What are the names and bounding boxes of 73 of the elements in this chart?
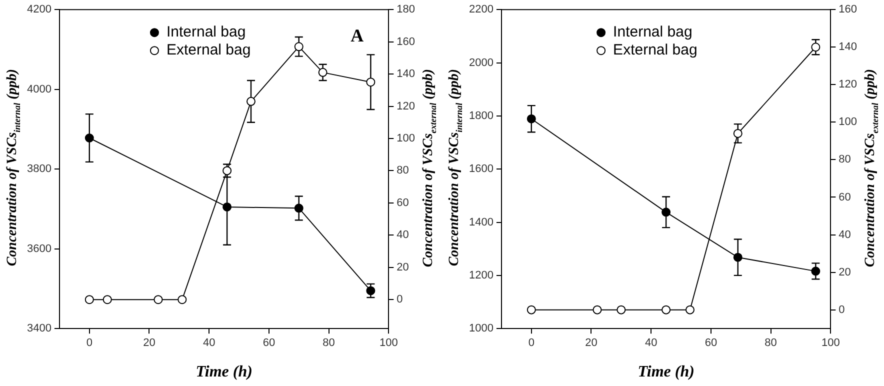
x-tick-label: 100 (821, 337, 840, 350)
y2-tick-label: 80 (838, 154, 851, 166)
point (811, 42, 820, 52)
point (733, 252, 742, 262)
point (318, 68, 328, 77)
y2-tick-label: 0 (838, 304, 845, 316)
x-tick-label: 0 (86, 337, 92, 350)
point (526, 305, 536, 314)
point (686, 305, 694, 314)
x-tick-label: 80 (322, 337, 335, 350)
point (733, 128, 742, 138)
point (102, 295, 112, 304)
x-tick-label: 0 (528, 337, 534, 350)
y-tick-label: 2200 (468, 4, 494, 16)
y-tick-label: 1800 (468, 110, 494, 122)
x-tick-label: 20 (585, 337, 598, 350)
y-tick-label: 4200 (26, 4, 52, 16)
point (592, 305, 602, 314)
point (246, 96, 256, 106)
y-tick-label: 2000 (468, 56, 494, 69)
point (526, 114, 536, 124)
point (84, 134, 94, 142)
x-tick-label: 80 (764, 337, 777, 350)
y2-tick-label: 160 (838, 4, 858, 16)
point (811, 266, 820, 276)
point (84, 295, 94, 304)
point (616, 305, 626, 314)
y2-tick-label: 40 (838, 228, 851, 241)
legend-label: External bag (166, 42, 251, 59)
y2-tick-label: 120 (396, 100, 416, 112)
x-tick-label: 60 (262, 337, 276, 350)
y2-tick-label: 120 (838, 78, 858, 91)
x-tick-label: 40 (202, 337, 216, 350)
y2-tick-label: 160 (396, 36, 416, 48)
y2-tick-label: 60 (396, 196, 409, 209)
y2-tick-label: 100 (838, 116, 858, 128)
annotation: A (350, 25, 364, 46)
point (294, 204, 304, 213)
point (154, 295, 163, 304)
y-tick-label: 1000 (468, 322, 494, 335)
y-tick-label: 1400 (468, 216, 494, 228)
y2-tick-label: 100 (396, 132, 416, 145)
x-tick-label: 100 (379, 337, 398, 350)
point (222, 202, 232, 212)
x-tick-label: 60 (704, 337, 718, 350)
x-tick-label: 40 (644, 337, 658, 350)
x-tick-label: 20 (143, 337, 156, 350)
y2-tick-label: 60 (838, 191, 851, 204)
legend-label: Internal bag (166, 24, 246, 41)
point (662, 305, 671, 314)
y2-tick-label: 20 (838, 266, 851, 278)
y2-tick-label: 0 (396, 294, 403, 306)
y2-tick-label: 180 (396, 4, 416, 16)
y2-tick-label: 20 (396, 261, 409, 274)
point (294, 42, 304, 52)
x-axis-title: Time (h) (638, 364, 694, 381)
point (366, 78, 376, 87)
y2-tick-label: 140 (396, 68, 416, 80)
y-tick-label: 1600 (468, 163, 494, 176)
legend-label: Internal bag (613, 24, 692, 41)
point (662, 208, 671, 217)
y-tick-label: 3800 (26, 163, 52, 176)
y2-tick-label: 80 (396, 164, 409, 177)
y2-tick-label: 140 (838, 41, 858, 54)
legend-label: External bag (613, 42, 698, 59)
y-tick-label: 1200 (468, 269, 494, 282)
y2-tick-label: 40 (396, 229, 409, 242)
y-tick-label: 4000 (26, 83, 52, 96)
point (178, 295, 187, 304)
point (366, 286, 376, 296)
x-axis-title: Time (h) (196, 364, 252, 381)
y-tick-label: 3600 (26, 242, 52, 255)
y-tick-label: 3400 (26, 322, 52, 335)
